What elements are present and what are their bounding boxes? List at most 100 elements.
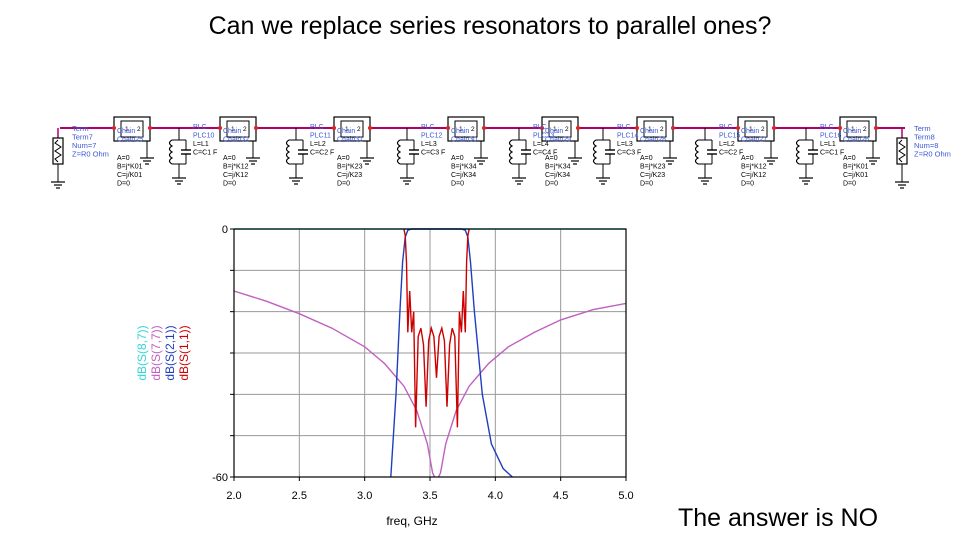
term-label-2: Num=8 [914, 141, 938, 150]
chain-label-5: D=0 [223, 181, 236, 188]
port-2-label: 2 [660, 126, 664, 133]
chain-label-0: Chain [451, 128, 469, 135]
chain-label-3: B=j*K12 [741, 164, 767, 171]
chain-label-4: C=j/K12 [223, 172, 248, 179]
chain-label-0: Chain [337, 128, 355, 135]
port-1-label: 1 [749, 126, 753, 133]
chain-label-1: Chain28 [640, 137, 666, 144]
chain-label-1: Chain31 [337, 137, 363, 144]
chain-label-2: A=0 [223, 155, 236, 162]
chain-ground [663, 152, 677, 165]
inductor-icon [795, 139, 801, 165]
resonator-label-1: PLC12 [421, 133, 443, 140]
chain-inner-box [226, 120, 250, 138]
port-1-label: 1 [125, 126, 129, 133]
chain-label-3: B=j*K23 [640, 164, 666, 171]
resonator-label-1: PLC14 [617, 133, 639, 140]
chain-inner-box [643, 120, 667, 138]
port-1-label: 1 [553, 126, 557, 133]
resonator-label-3: C=C2 F [719, 150, 743, 157]
chain-label-0: Chain [640, 128, 658, 135]
term-label-3: Z=R0 Ohm [72, 150, 109, 159]
port-marker-in [540, 126, 544, 130]
answer-text: The answer is NO [678, 504, 879, 532]
slide-title: Can we replace series resonators to para… [208, 12, 772, 40]
resonator-label-2: L=L2 [719, 141, 735, 148]
series-line-dbs77 [234, 290, 626, 477]
resonator-ground [289, 172, 303, 185]
port-marker-out [874, 126, 878, 130]
chain-inner-box [744, 120, 768, 138]
port-marker-in [332, 126, 336, 130]
inductor-icon [285, 139, 291, 165]
x-tick-label: 2.0 [226, 490, 241, 502]
chain-inner-box [846, 120, 870, 138]
chain-label-4: C=j/K12 [741, 172, 766, 179]
chain-ground [866, 152, 880, 165]
resistor-icon [898, 139, 906, 163]
resistor-icon [54, 139, 62, 163]
chain-label-2: A=0 [640, 155, 653, 162]
chain-label-2: A=0 [741, 155, 754, 162]
chain-label-2: A=0 [843, 155, 856, 162]
x-tick-label: 3.5 [422, 490, 437, 502]
chain-label-4: C=j/K01 [843, 172, 868, 179]
y-tick-label: -60 [212, 472, 228, 484]
port-2-label: 2 [863, 126, 867, 133]
term-label-0: Term [914, 124, 931, 133]
series-legend-label: dB(S(7,7)) [149, 325, 163, 380]
chain-label-2: A=0 [545, 155, 558, 162]
resonator-ground [596, 172, 610, 185]
resonator-label-3: C=C3 F [421, 150, 445, 157]
chain-inner-box [340, 120, 364, 138]
port-marker-out [576, 126, 580, 130]
chain-ground [474, 152, 488, 165]
chain-label-0: Chain [545, 128, 563, 135]
resonator-label-0: PLC [310, 124, 324, 131]
term-left-ground [51, 176, 65, 189]
inductor-icon [694, 139, 700, 165]
resonator-label-1: PLC15 [719, 133, 741, 140]
port-2-label: 2 [243, 126, 247, 133]
port-2-label: 2 [761, 126, 765, 133]
chain-ground [246, 152, 260, 165]
series-legend-label: dB(S(8,7)) [135, 325, 149, 380]
chain-label-4: C=j/K23 [337, 172, 362, 179]
term-label-1: Term8 [914, 133, 935, 142]
chain-label-3: B=j*K01 [843, 164, 869, 171]
resonator-label-2: L=L3 [617, 141, 633, 148]
port-marker-out [254, 126, 258, 130]
term-label-2: Num=7 [72, 141, 96, 150]
resonator-ground [172, 172, 186, 185]
resonator-label-0: PLC [820, 124, 834, 131]
x-tick-label: 4.0 [488, 490, 503, 502]
port-1-label: 1 [459, 126, 463, 133]
chain-ground [360, 152, 374, 165]
port-1-label: 1 [851, 126, 855, 133]
port-marker-in [218, 126, 222, 130]
chain-label-1: Chain25 [117, 137, 143, 144]
chain-label-0: Chain [117, 128, 135, 135]
chain-inner-box [120, 120, 144, 138]
chain-label-1: Chain26 [843, 137, 869, 144]
chain-label-1: Chain30 [451, 137, 477, 144]
resonator-label-3: C=C4 F [533, 150, 557, 157]
term-label-3: Z=R0 Ohm [914, 150, 951, 159]
port-marker-in [635, 126, 639, 130]
inductor-icon [508, 139, 514, 165]
chain-label-5: D=0 [741, 181, 754, 188]
chain-label-3: B=j*K12 [223, 164, 249, 171]
resonator-label-0: PLC [193, 124, 207, 131]
resonator-label-1: PLC11 [310, 133, 331, 140]
